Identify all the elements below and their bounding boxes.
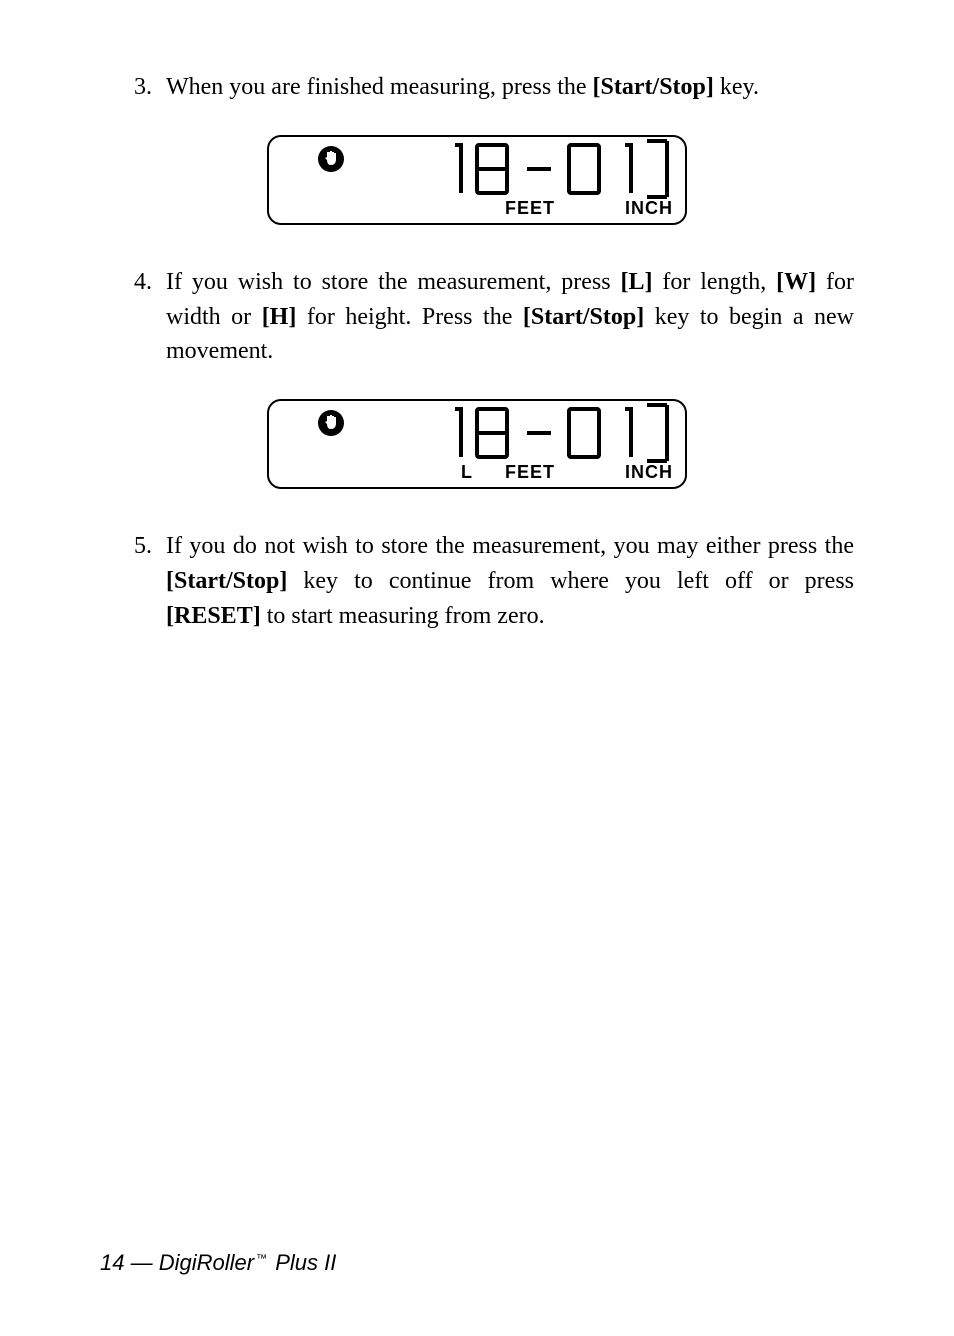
- step-number: 4.: [100, 265, 166, 369]
- lcd-display-2-wrap: L FEET INCH: [100, 399, 854, 489]
- trademark-symbol: ™: [256, 1253, 267, 1265]
- instruction-step-3: 3. When you are finished measuring, pres…: [100, 70, 854, 105]
- key-L: [L]: [620, 269, 652, 295]
- inch-label: INCH: [625, 198, 673, 219]
- key-start-stop: [Start/Stop]: [166, 568, 287, 594]
- page-number: 14: [100, 1250, 124, 1275]
- key-reset: [RESET]: [166, 603, 261, 629]
- hand-stop-icon: [317, 409, 345, 442]
- lcd-display-2: L FEET INCH: [267, 399, 687, 489]
- hand-stop-icon: [317, 145, 345, 178]
- feet-label: FEET: [505, 462, 555, 483]
- key-start-stop: [Start/Stop]: [593, 74, 714, 100]
- key-W: [W]: [776, 269, 816, 295]
- instruction-step-4: 4. If you wish to store the measurement,…: [100, 265, 854, 369]
- footer-sep: —: [124, 1250, 158, 1275]
- inch-label: INCH: [625, 462, 673, 483]
- lcd-display-1-wrap: FEET INCH: [100, 135, 854, 225]
- stored-indicator: L: [461, 462, 473, 483]
- step-number: 3.: [100, 70, 166, 105]
- instruction-step-5: 5. If you do not wish to store the measu…: [100, 529, 854, 633]
- feet-label: FEET: [505, 198, 555, 219]
- step-text: If you do not wish to store the measurem…: [166, 529, 854, 633]
- key-start-stop: [Start/Stop]: [523, 304, 644, 330]
- key-H: [H]: [262, 304, 297, 330]
- step-text: When you are finished measuring, press t…: [166, 70, 854, 105]
- lcd-display-1: FEET INCH: [267, 135, 687, 225]
- product-name-post: Plus II: [269, 1250, 336, 1275]
- page-footer: 14 — DigiRoller™ Plus II: [100, 1250, 336, 1276]
- step-text: If you wish to store the measurement, pr…: [166, 265, 854, 369]
- product-name-pre: DigiRoller: [159, 1250, 254, 1275]
- step-number: 5.: [100, 529, 166, 633]
